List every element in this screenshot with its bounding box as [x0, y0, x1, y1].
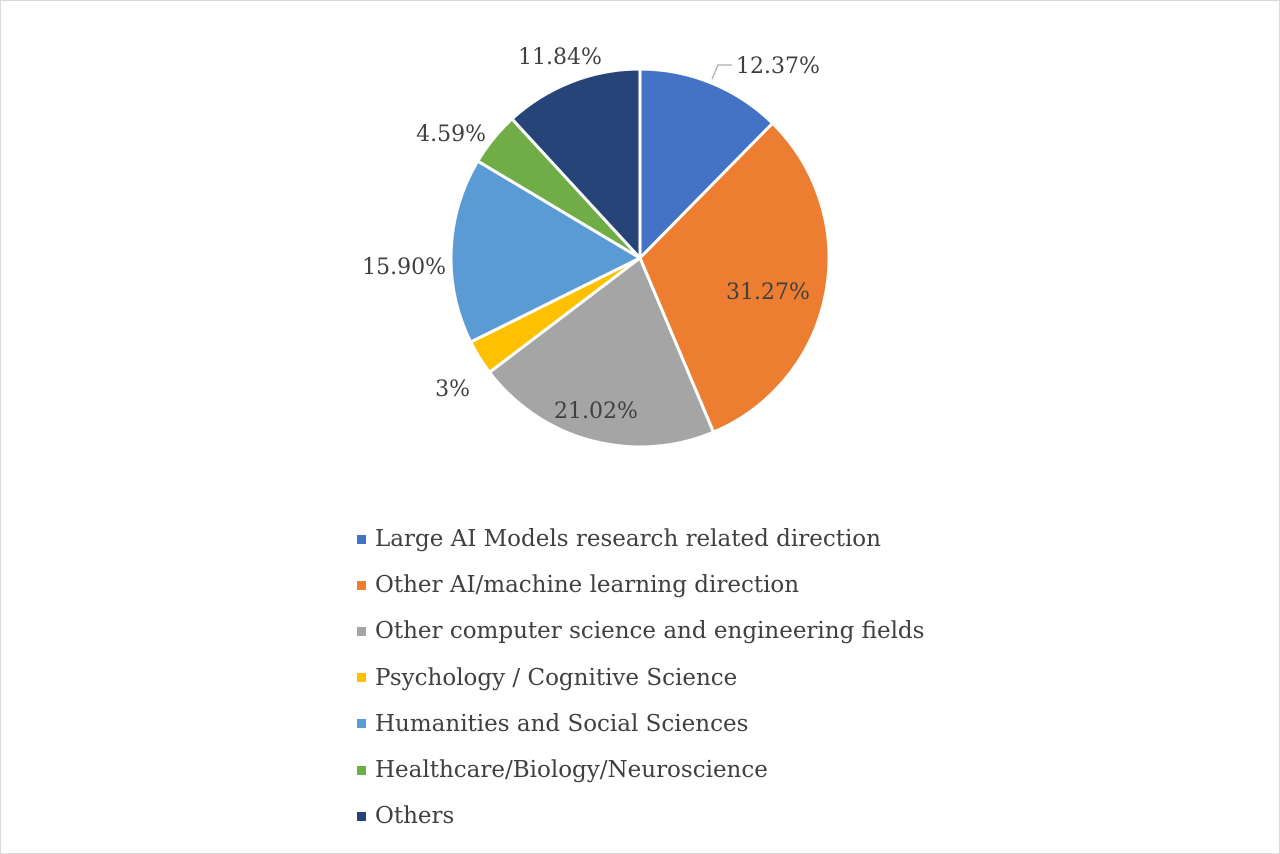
legend-item-other-computer-science-and-engineering-fields: Other computer science and engineering f…	[357, 608, 924, 654]
data-label-psychology-cognitive-science: 3%	[435, 377, 470, 402]
legend-label: Other AI/machine learning direction	[375, 572, 800, 599]
data-label-other-ai-machine-learning-direction: 31.27%	[726, 280, 810, 305]
legend-item-other-ai-machine-learning-direction: Other AI/machine learning direction	[357, 562, 924, 608]
data-labels: 12.37% 31.27% 21.02% 3% 15.90% 4.59% 11.84%	[362, 45, 820, 424]
data-label-other-computer-science-and-engineering-fields: 21.02%	[554, 399, 638, 424]
legend-label: Other computer science and engineering f…	[375, 618, 925, 645]
legend-swatch	[357, 626, 366, 636]
legend-item-psychology-cognitive-science: Psychology / Cognitive Science	[357, 655, 924, 701]
pie-slice-other-computer-science-and-engineering-fields	[487, 256, 715, 449]
leader-line-large-ai-models	[711, 64, 732, 80]
data-label-others: 11.84%	[518, 45, 602, 70]
legend-label: Psychology / Cognitive Science	[375, 664, 738, 691]
data-label-healthcare-biology-neuroscience: 4.59%	[416, 122, 486, 147]
legend-swatch	[357, 580, 366, 590]
legend-swatch	[357, 811, 366, 821]
pie-slice-humanities-and-social-sciences	[449, 159, 642, 344]
pie-slice-other-ai-machine-learning-direction	[638, 121, 831, 434]
data-label-large-ai-models-research-related-direction: 12.37%	[736, 54, 820, 79]
legend-swatch	[357, 765, 366, 775]
legend-label: Healthcare/Biology/Neuroscience	[375, 757, 768, 784]
legend-label: Large AI Models research related directi…	[375, 526, 881, 553]
legend-label: Others	[375, 803, 455, 830]
data-label-humanities-and-social-sciences: 15.90%	[362, 255, 446, 280]
legend-swatch	[357, 534, 366, 544]
legend-item-large-ai-models-research-related-direction: Large AI Models research related directi…	[357, 516, 924, 562]
chart-legend: Large AI Models research related directi…	[357, 516, 924, 839]
legend-item-humanities-and-social-sciences: Humanities and Social Sciences	[357, 701, 924, 747]
legend-swatch	[357, 673, 366, 683]
leader-lines	[711, 64, 732, 80]
pie-slices	[449, 67, 831, 449]
legend-item-healthcare-biology-neuroscience: Healthcare/Biology/Neuroscience	[357, 747, 924, 793]
legend-swatch	[357, 719, 366, 729]
legend-label: Humanities and Social Sciences	[375, 710, 749, 737]
pie-slice-others	[510, 67, 642, 260]
pie-slice-large-ai-models-research-related-direction	[638, 67, 775, 260]
legend-item-others: Others	[357, 793, 924, 839]
